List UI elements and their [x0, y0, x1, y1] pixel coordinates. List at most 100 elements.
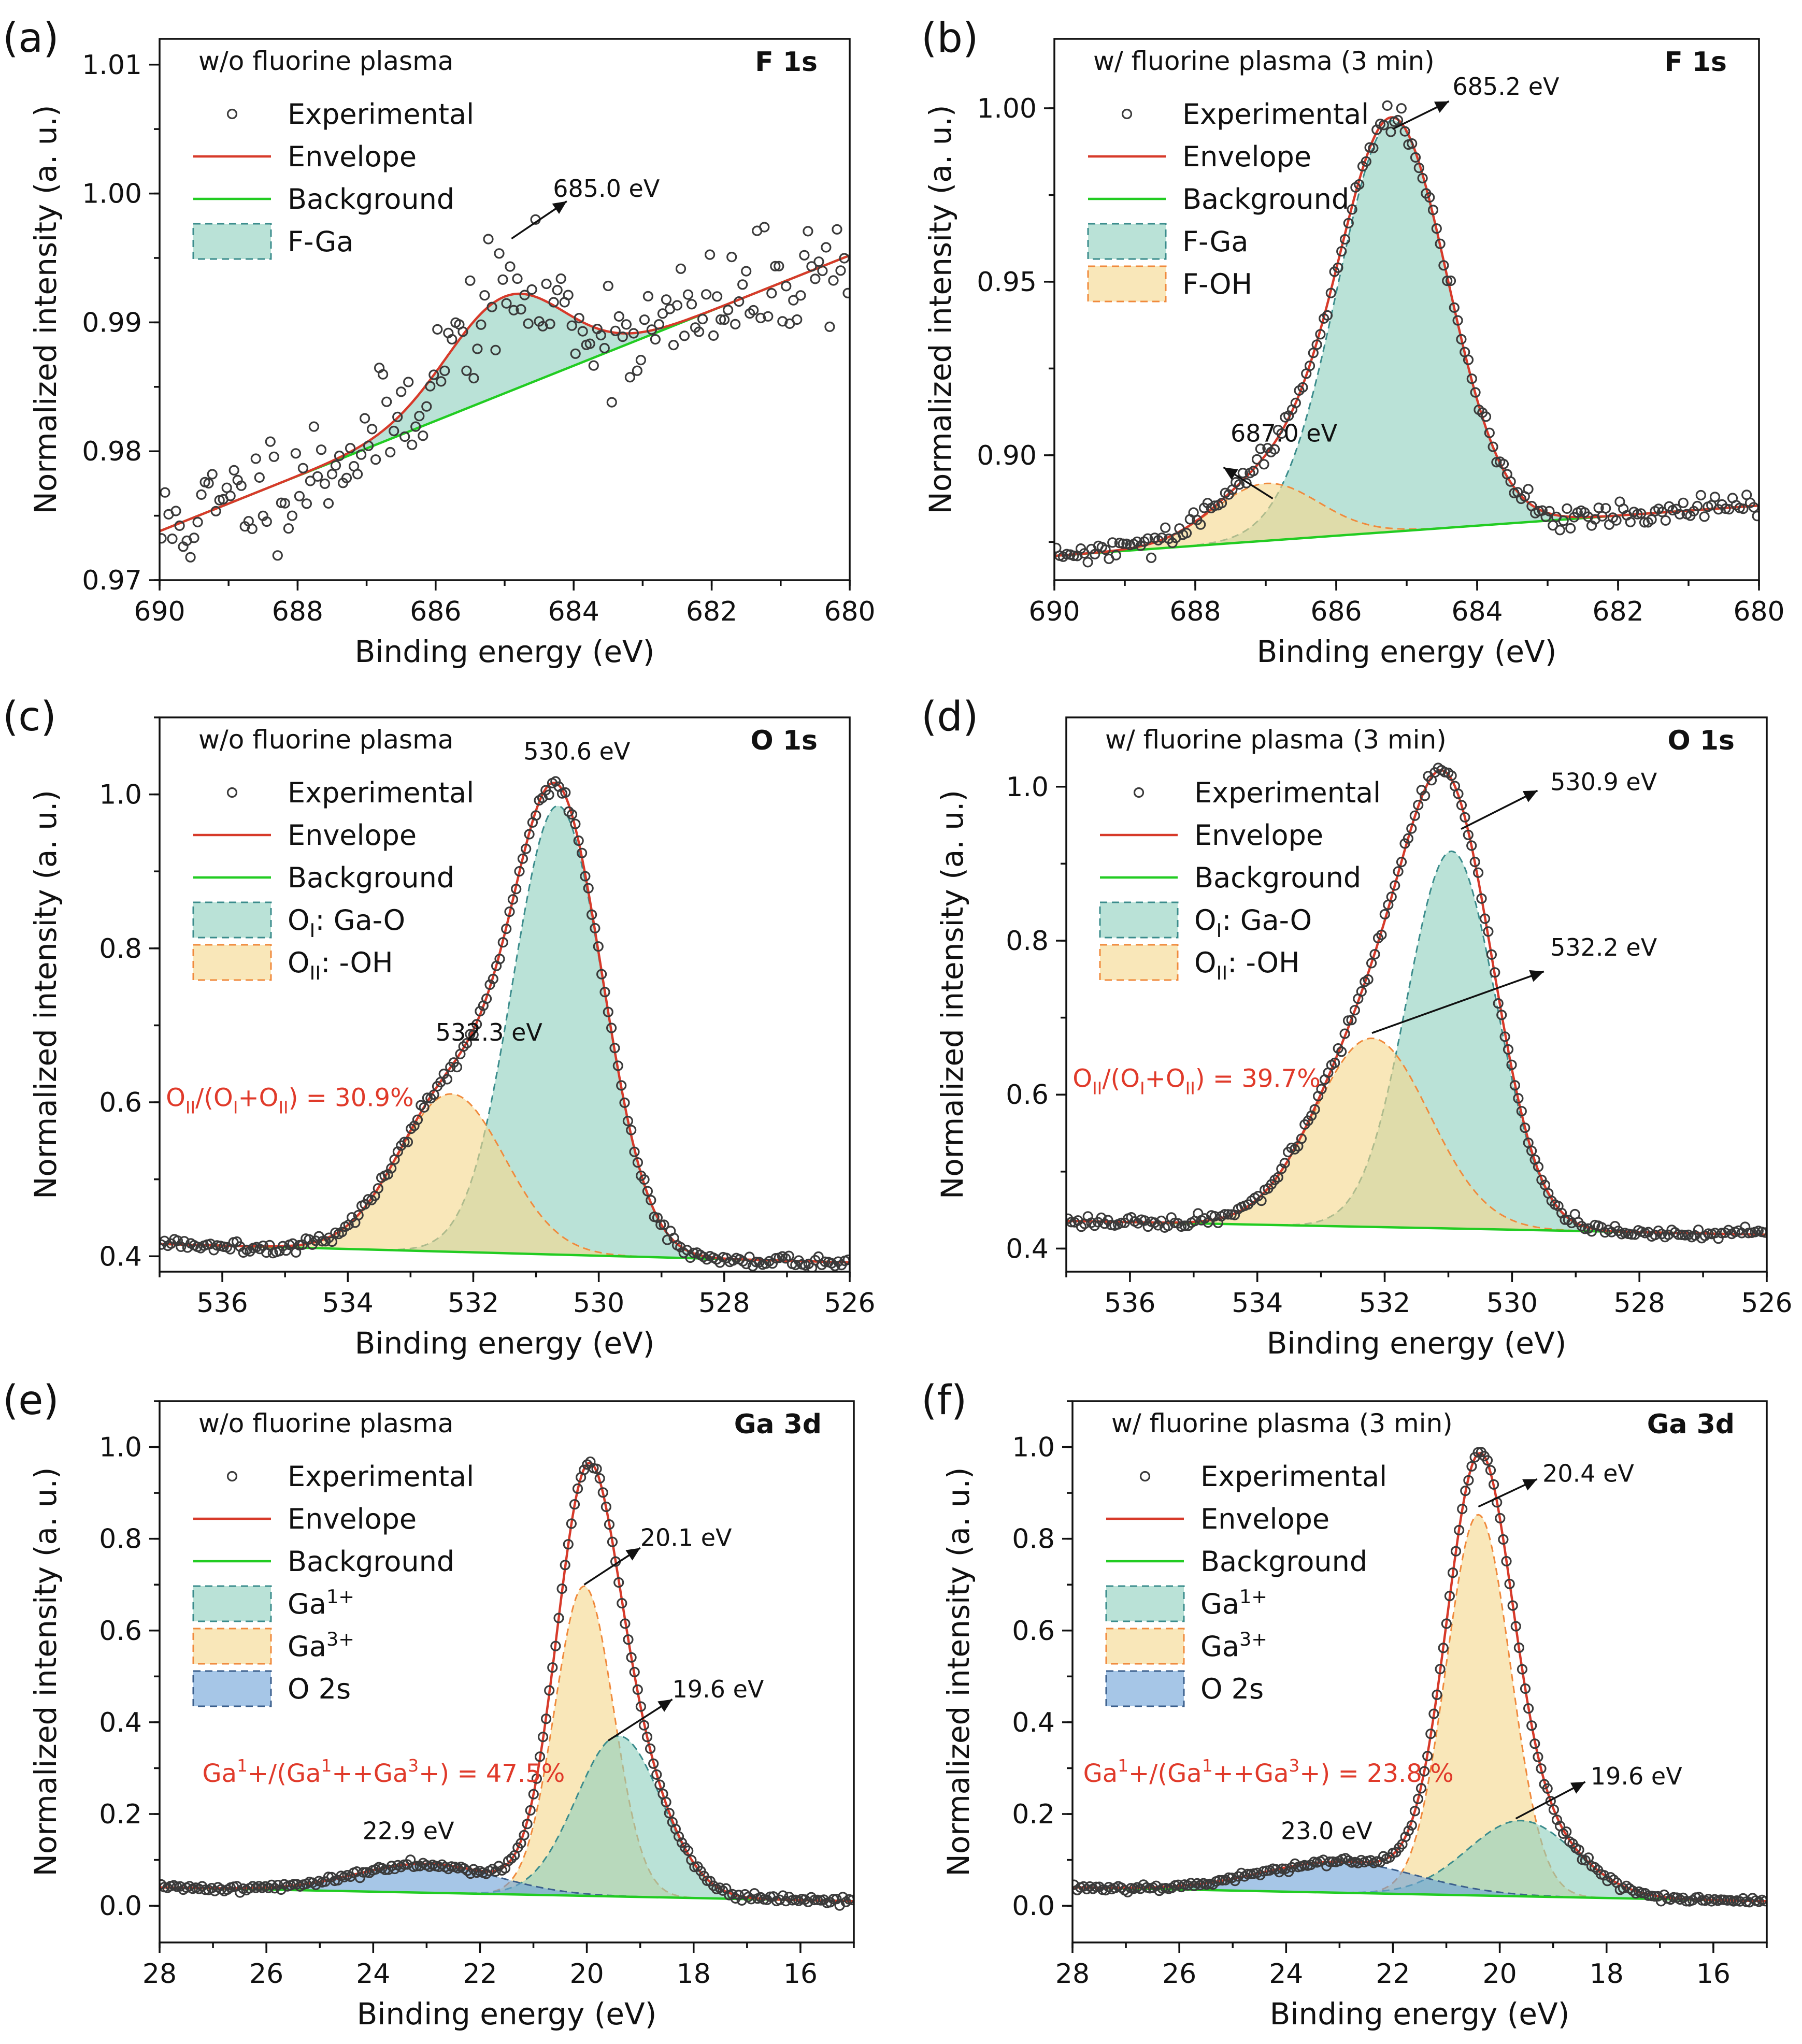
experimental-point: [1510, 1621, 1521, 1632]
experimental-point: [580, 871, 591, 882]
experimental-point: [1463, 829, 1474, 840]
experimental-point: [373, 1183, 383, 1194]
legend-label: F-Ga: [288, 225, 353, 258]
experimental-point: [622, 1116, 634, 1127]
y-axis-label: Normalized intensity (a. u.): [28, 105, 63, 514]
y-tick-label: 0.99: [82, 307, 142, 338]
panel-d: 536 534 532 530 528 526 0.4 0.6 0.8 1.0 Binding en…: [921, 694, 1793, 1361]
experimental-point: [616, 1080, 627, 1091]
legend-patch-swatch: [192, 1670, 272, 1707]
experimental-point: [512, 273, 523, 284]
experimental-point: [1409, 810, 1420, 821]
experimental-point: [1505, 476, 1516, 487]
experimental-point: [842, 287, 850, 298]
experimental-point: [1407, 138, 1418, 149]
experimental-point: [1091, 1881, 1102, 1892]
experimental-point: [268, 451, 279, 462]
x-tick-label: 690: [134, 596, 185, 627]
x-tick-label: 688: [272, 596, 323, 627]
component-fill-o-ii: [160, 1093, 850, 1263]
experimental-point: [1442, 275, 1453, 286]
plot-frame: [159, 1400, 855, 1944]
core-level-label: Ga 3d: [734, 1409, 822, 1440]
legend-label: Background: [288, 861, 454, 894]
experimental-point: [1452, 315, 1463, 326]
experimental-point: [441, 1074, 453, 1085]
legend-patch-swatch: [1087, 223, 1167, 260]
experimental-point: [490, 1866, 501, 1877]
experimental-point: [1526, 1145, 1537, 1156]
y-tick-label: 0.8: [99, 933, 142, 965]
experimental-point: [737, 279, 748, 290]
condition-label: w/ fluorine plasma (3 min): [1105, 725, 1447, 755]
experimental-point: [514, 866, 525, 877]
experimental-point: [1454, 1524, 1465, 1536]
experimental-point: [799, 250, 810, 261]
experimental-point: [1248, 466, 1259, 477]
legend-dot-icon: [1139, 1471, 1151, 1482]
y-tick-label: 0.2: [99, 1799, 142, 1830]
experimental-point: [593, 941, 604, 952]
legend-dot-icon: [226, 1471, 238, 1482]
experimental-point: [606, 397, 617, 408]
experimental-point: [1422, 1751, 1433, 1762]
experimental-point: [766, 287, 777, 299]
experimental-point: [481, 993, 492, 1004]
y-axis-label: Normalized intensity (a. u.): [28, 1467, 63, 1876]
experimental-point: [1290, 397, 1301, 409]
experimental-point: [1424, 192, 1435, 203]
experimental-point: [700, 289, 712, 300]
experimental-point: [1417, 172, 1428, 184]
experimental-point: [1713, 1233, 1724, 1244]
experimental-point: [722, 305, 734, 315]
experimental-point: [1413, 163, 1424, 174]
experimental-point: [730, 319, 741, 330]
experimental-point: [788, 295, 799, 306]
y-tick-label: 0.4: [1012, 1707, 1055, 1738]
experimental-point: [323, 498, 334, 509]
experimental-point: [279, 498, 291, 509]
legend-label: Ga1+: [1200, 1586, 1267, 1620]
experimental-point: [385, 447, 396, 458]
experimental-point: [708, 1880, 719, 1891]
experimental-point: [414, 411, 425, 422]
experimental-point: [1526, 1720, 1537, 1731]
experimental-point: [1506, 1059, 1517, 1070]
experimental-point: [792, 314, 803, 325]
experimental-point: [1520, 1683, 1531, 1694]
experimental-point: [1438, 1643, 1449, 1653]
experimental-point: [1438, 260, 1449, 271]
experimental-point: [1435, 1664, 1446, 1675]
experimental-point: [250, 453, 261, 464]
experimental-point: [1488, 441, 1498, 452]
y-tick-label: 0.2: [1012, 1799, 1055, 1830]
peak-annotation: 530.9 eV: [1550, 768, 1657, 796]
experimental-point: [346, 1212, 357, 1223]
x-tick-label: 686: [1310, 596, 1362, 627]
experimental-point: [1403, 1825, 1414, 1836]
experimental-point: [506, 1853, 517, 1864]
experimental-point: [545, 319, 555, 329]
experimental-point: [547, 1662, 558, 1673]
experimental-point: [1490, 967, 1500, 978]
experimental-point: [1449, 302, 1460, 313]
experimental-point: [352, 469, 363, 480]
experimental-point: [1396, 103, 1407, 114]
experimental-point: [263, 1882, 274, 1893]
experimental-point: [519, 290, 530, 300]
experimental-point: [403, 377, 414, 387]
legend-label: Envelope: [1182, 140, 1311, 173]
panel-letter: (d): [921, 694, 978, 740]
experimental-point: [629, 1146, 640, 1157]
experimental-point: [597, 1487, 608, 1498]
peak-label: 532.3 eV: [436, 1018, 543, 1046]
experimental-point: [1279, 1158, 1290, 1169]
experimental-point: [1082, 557, 1093, 568]
legend: Experimental Envelope Background OI: Ga-O OI…: [1099, 776, 1381, 984]
experimental-point: [1453, 788, 1464, 799]
experimental-point: [1226, 1873, 1237, 1883]
experimental-point: [1420, 790, 1431, 801]
experimental-point: [1599, 1870, 1610, 1881]
plot-frame: [159, 716, 851, 1273]
